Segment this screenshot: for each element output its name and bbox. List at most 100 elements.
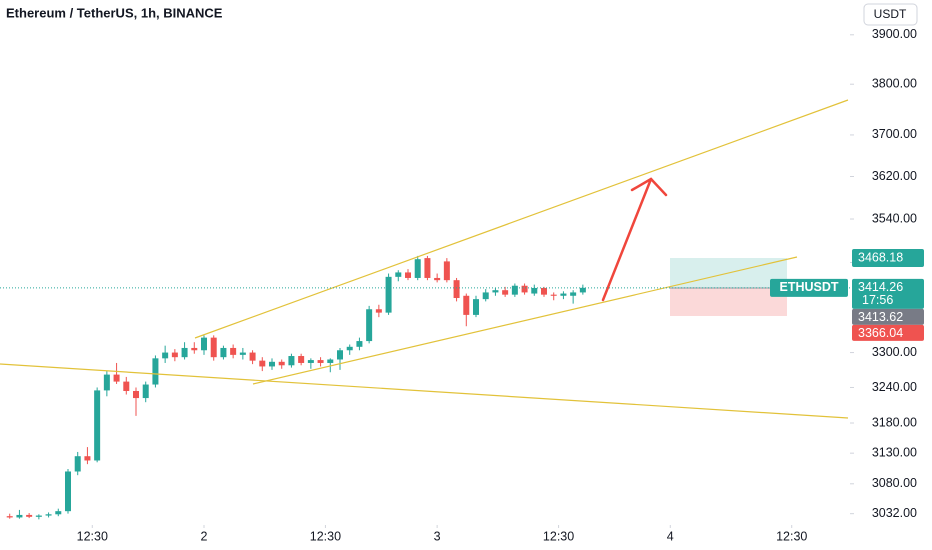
y-tick-label: 3540.00 — [872, 211, 917, 225]
price-label: 3366.04 — [858, 326, 903, 340]
candle-body — [230, 347, 237, 355]
candle-body — [482, 292, 489, 300]
candle-body — [191, 347, 198, 351]
candle-body — [201, 337, 207, 351]
symbol-tag-bg — [770, 278, 848, 297]
candle-body — [35, 515, 42, 517]
candle-body — [511, 285, 518, 295]
x-tick-label: 12:30 — [310, 529, 341, 543]
candle-body — [74, 456, 81, 472]
arrow[interactable] — [601, 177, 668, 302]
candle-body — [16, 514, 23, 518]
candle-body — [94, 390, 101, 461]
symbol-title: Ethereum / TetherUS, 1h, BINANCE — [6, 5, 223, 20]
candle-body — [473, 299, 479, 315]
candle-body — [317, 360, 324, 363]
price-label: 3468.18 — [858, 250, 903, 264]
candle-body — [249, 352, 256, 361]
candle-body — [579, 287, 586, 293]
currency-label[interactable]: USDT — [874, 7, 907, 21]
candle-body — [453, 280, 460, 299]
candle-body — [84, 456, 91, 461]
candle-body — [375, 309, 382, 313]
price-label: 3413.62 — [858, 310, 903, 324]
x-tick-label: 12:30 — [77, 529, 108, 543]
upper-trend-line[interactable] — [194, 99, 849, 339]
x-tick-label: 2 — [201, 529, 208, 543]
lower-trend-line[interactable] — [252, 256, 798, 385]
stop-zone[interactable] — [670, 288, 787, 316]
candle-body — [424, 258, 431, 278]
candle-body — [337, 350, 343, 360]
candle-body — [181, 347, 188, 358]
candle-body — [113, 374, 120, 382]
candle-body — [239, 352, 246, 355]
y-tick-label: 3180.00 — [872, 415, 917, 429]
price-label-bg — [852, 278, 924, 309]
candle-body — [103, 374, 110, 391]
y-tick-label: 3900.00 — [872, 27, 917, 41]
price-label-bg — [852, 249, 924, 268]
countdown: 17:56 — [862, 293, 893, 307]
candle-body — [570, 292, 577, 296]
price-label: 3414.26 — [858, 280, 903, 294]
candle-body — [123, 381, 130, 391]
candle-body — [366, 309, 373, 342]
candle-body — [560, 293, 567, 296]
candle-body — [259, 360, 266, 367]
x-tick-label: 4 — [667, 529, 674, 543]
candle-body — [278, 361, 285, 366]
x-tick-label: 12:30 — [776, 529, 807, 543]
candle-body — [269, 361, 275, 367]
candle-body — [133, 390, 139, 399]
symbol-tag: ETHUSDT — [779, 280, 838, 294]
candle-body — [550, 294, 557, 296]
candle-body — [288, 356, 295, 366]
candle-body — [142, 384, 149, 399]
candle-body — [502, 290, 509, 295]
candle-body — [55, 511, 62, 515]
y-tick-label: 3800.00 — [872, 77, 917, 91]
price-label-bg — [852, 324, 924, 341]
candle-body — [307, 360, 314, 363]
price-axis: 3900.003800.003700.003620.003540.003460.… — [850, 27, 917, 520]
candle-body — [521, 285, 528, 293]
candle-body — [298, 356, 305, 363]
y-tick-label: 3300.00 — [872, 345, 917, 359]
candle-body — [385, 276, 392, 313]
candle-body — [531, 287, 538, 294]
candle-body — [395, 272, 402, 277]
candle-body — [65, 471, 71, 512]
candle-body — [492, 290, 499, 293]
candle-body — [152, 358, 159, 385]
candle-body — [443, 261, 450, 281]
candle-body — [356, 341, 363, 347]
candle-body — [162, 352, 169, 359]
candle-body — [541, 287, 547, 295]
candle-body — [210, 337, 217, 358]
candle-body — [414, 259, 421, 278]
candle-body — [405, 272, 411, 278]
candle-body — [463, 295, 470, 315]
price-label-bg — [852, 308, 924, 325]
x-tick-label: 3 — [434, 529, 441, 543]
y-tick-label: 3240.00 — [872, 380, 917, 394]
y-tick-label: 3080.00 — [872, 476, 917, 490]
y-tick-label: 3700.00 — [872, 127, 917, 141]
candle-body — [45, 514, 52, 516]
descending-line[interactable] — [0, 363, 849, 419]
candle-body — [6, 516, 13, 518]
candle-body — [26, 514, 33, 517]
y-tick-label: 3130.00 — [872, 445, 917, 459]
candle-body — [220, 347, 227, 358]
candle-body — [346, 346, 353, 351]
candle-body — [171, 352, 178, 358]
candle-body — [327, 359, 334, 363]
currency-button[interactable] — [863, 3, 918, 26]
y-tick-label: 3620.00 — [872, 169, 917, 183]
candle-body — [434, 277, 441, 281]
x-tick-label: 12:30 — [543, 529, 574, 543]
y-tick-label: 3032.00 — [872, 506, 917, 520]
